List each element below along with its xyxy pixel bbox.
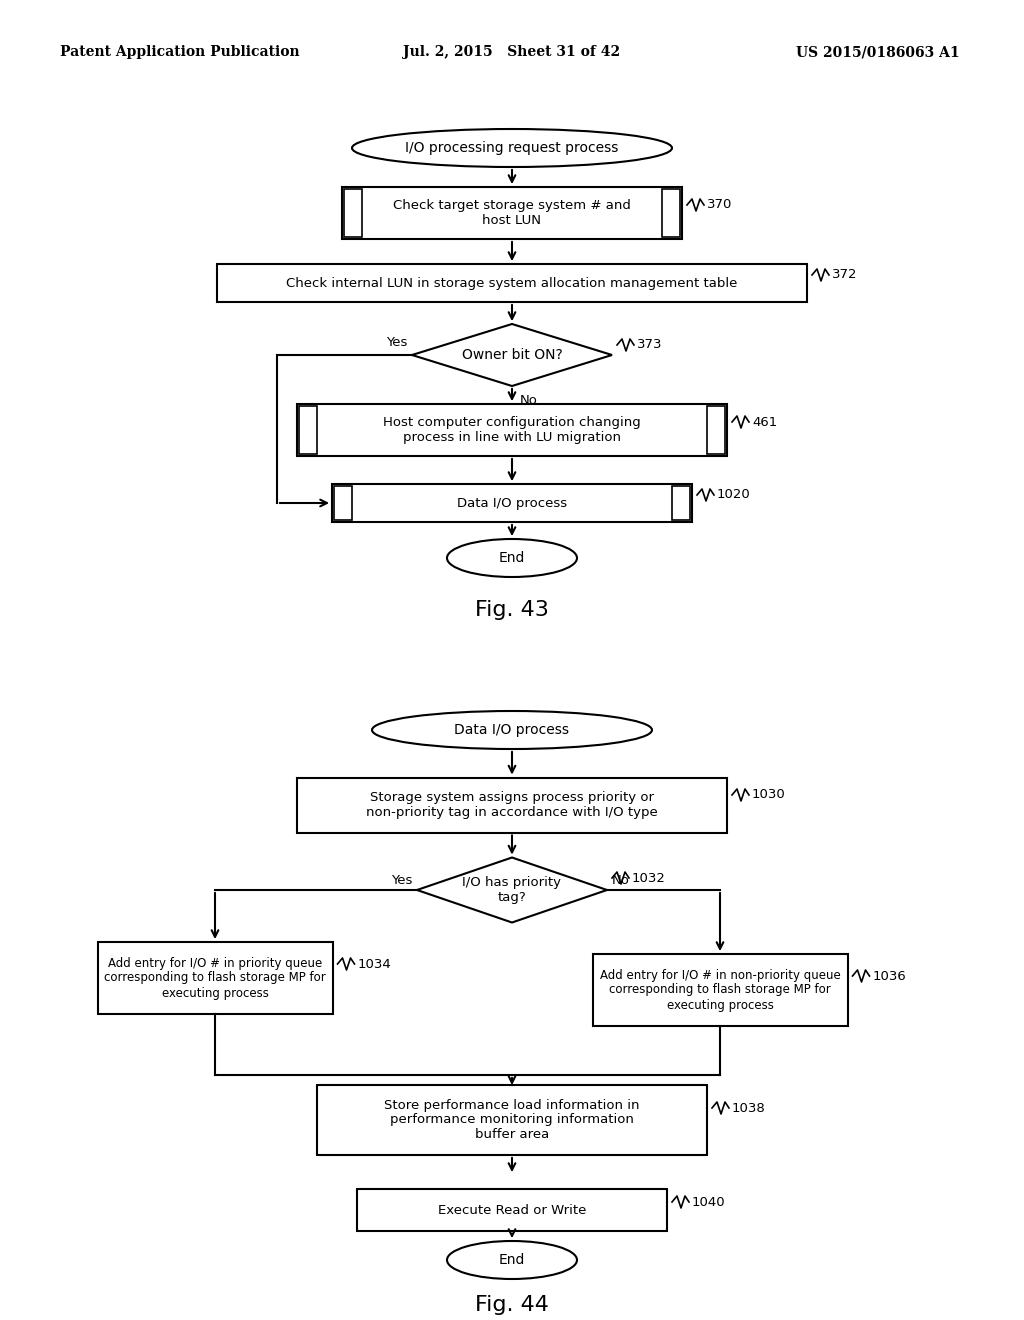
Text: 370: 370 <box>707 198 732 211</box>
Text: Execute Read or Write: Execute Read or Write <box>438 1204 586 1217</box>
Text: Store performance load information in
performance monitoring information
buffer : Store performance load information in pe… <box>384 1098 640 1142</box>
Text: I/O has priority
tag?: I/O has priority tag? <box>463 876 561 904</box>
Text: Yes: Yes <box>390 874 412 887</box>
Text: 1040: 1040 <box>692 1196 726 1209</box>
Text: Fig. 44: Fig. 44 <box>475 1295 549 1315</box>
Text: US 2015/0186063 A1: US 2015/0186063 A1 <box>797 45 961 59</box>
Text: Add entry for I/O # in priority queue
corresponding to flash storage MP for
exec: Add entry for I/O # in priority queue co… <box>104 957 326 999</box>
Text: End: End <box>499 550 525 565</box>
Text: Storage system assigns process priority or
non-priority tag in accordance with I: Storage system assigns process priority … <box>367 791 657 818</box>
Text: 1038: 1038 <box>732 1101 766 1114</box>
Text: 1034: 1034 <box>357 957 391 970</box>
Text: Data I/O process: Data I/O process <box>455 723 569 737</box>
Text: 461: 461 <box>752 416 777 429</box>
Text: Add entry for I/O # in non-priority queue
corresponding to flash storage MP for
: Add entry for I/O # in non-priority queu… <box>600 969 841 1011</box>
Text: 1020: 1020 <box>717 488 751 502</box>
Text: Check target storage system # and
host LUN: Check target storage system # and host L… <box>393 199 631 227</box>
Text: End: End <box>499 1253 525 1267</box>
Text: Yes: Yes <box>386 337 407 350</box>
Text: 372: 372 <box>831 268 857 281</box>
Text: Data I/O process: Data I/O process <box>457 496 567 510</box>
Text: Owner bit ON?: Owner bit ON? <box>462 348 562 362</box>
Text: Jul. 2, 2015   Sheet 31 of 42: Jul. 2, 2015 Sheet 31 of 42 <box>403 45 621 59</box>
Text: 1036: 1036 <box>872 969 906 982</box>
Text: 1032: 1032 <box>632 871 666 884</box>
Text: No: No <box>520 393 538 407</box>
Text: Patent Application Publication: Patent Application Publication <box>60 45 300 59</box>
Text: 1030: 1030 <box>752 788 785 801</box>
Text: I/O processing request process: I/O processing request process <box>406 141 618 154</box>
Text: Fig. 43: Fig. 43 <box>475 601 549 620</box>
Text: Host computer configuration changing
process in line with LU migration: Host computer configuration changing pro… <box>383 416 641 444</box>
Text: 373: 373 <box>637 338 663 351</box>
Text: Check internal LUN in storage system allocation management table: Check internal LUN in storage system all… <box>287 276 737 289</box>
Text: No: No <box>612 874 630 887</box>
